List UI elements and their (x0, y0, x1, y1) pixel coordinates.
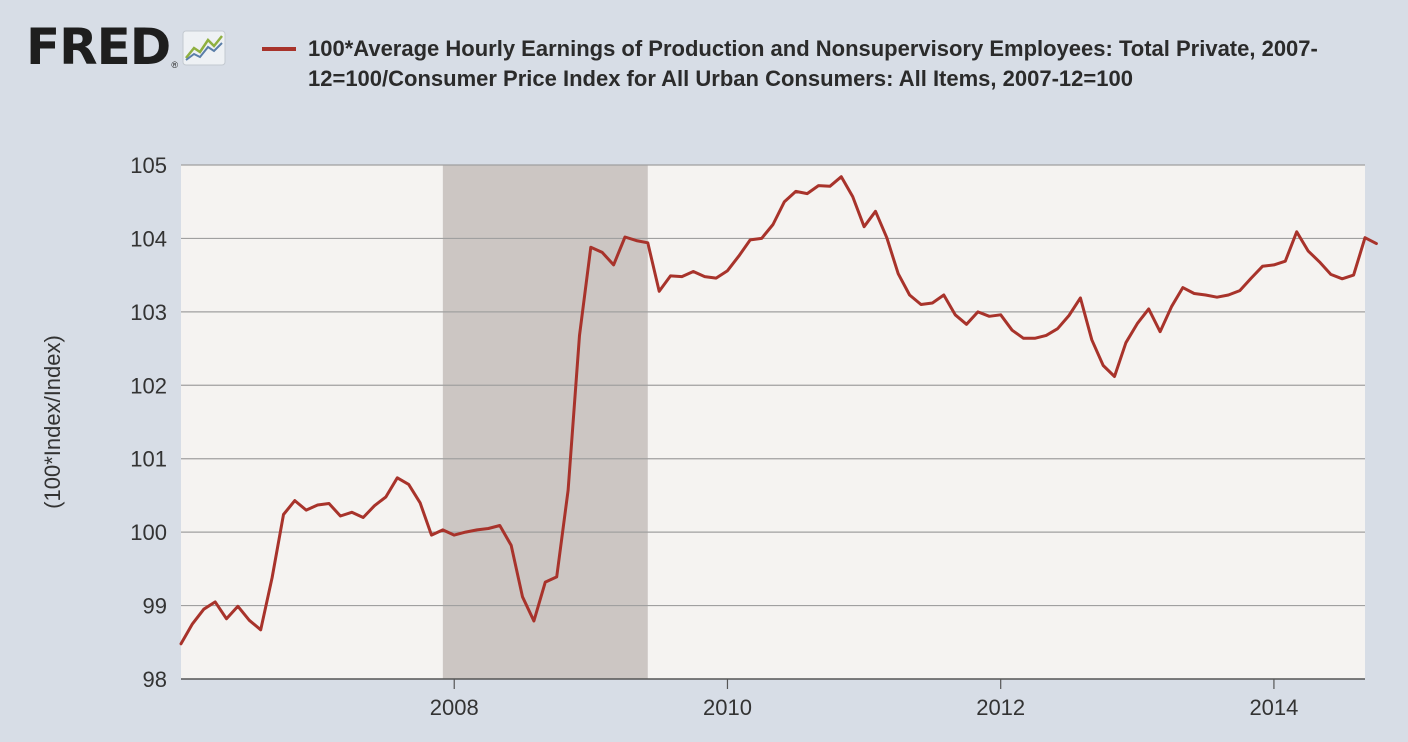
y-tick-label: 102 (130, 373, 167, 398)
y-tick-label: 101 (130, 447, 167, 472)
x-tick-label: 2014 (1249, 695, 1298, 720)
plot-area (181, 165, 1365, 679)
series-line (179, 175, 1378, 646)
y-tick-label: 104 (130, 226, 167, 251)
fred-logo: FRED ® (26, 20, 226, 74)
x-tick-label: 2008 (430, 695, 479, 720)
y-tick-label: 100 (130, 520, 167, 545)
x-tick-label: 2012 (976, 695, 1025, 720)
y-tick-label: 98 (143, 667, 167, 692)
chart-logo-icon (182, 30, 226, 66)
legend-series-name: 100*Average Hourly Earnings of Productio… (308, 36, 1318, 91)
legend: 100*Average Hourly Earnings of Productio… (262, 34, 1402, 94)
y-tick-label: 103 (130, 300, 167, 325)
y-tick-label: 99 (143, 594, 167, 619)
y-tick-label: 105 (130, 153, 167, 178)
fred-logo-text: FRED (26, 18, 171, 76)
recession-band (442, 165, 648, 679)
registered-mark: ® (171, 60, 178, 70)
legend-swatch (262, 47, 296, 51)
y-axis-label: (100*Index/Index) (40, 335, 65, 509)
x-tick-label: 2010 (703, 695, 752, 720)
